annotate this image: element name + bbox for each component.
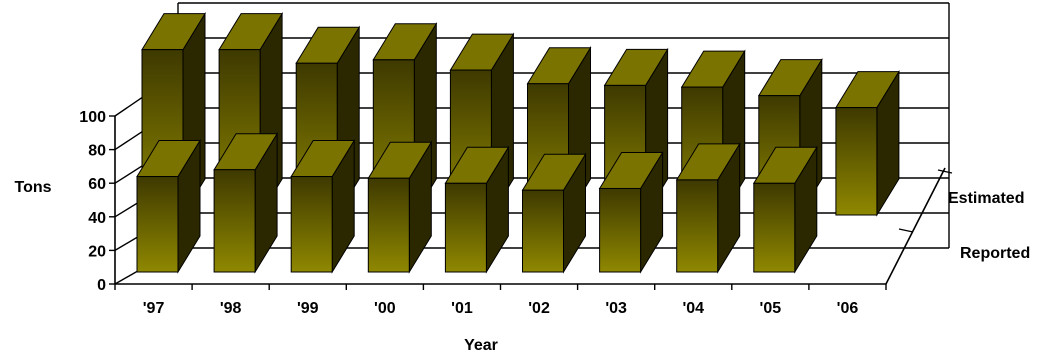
y-tick-label: 100 bbox=[79, 109, 106, 126]
bar-front bbox=[444, 182, 487, 273]
series-label: Estimated bbox=[948, 190, 1024, 207]
bar-front bbox=[835, 107, 878, 216]
bar bbox=[835, 69, 900, 217]
x-tick-label: '06 bbox=[837, 300, 859, 317]
series-label: Reported bbox=[960, 245, 1030, 262]
chart-labels: 0 20 40 60 80 100 '97 '98 '99 '00 '01 '02 '03 '04 '05 '… bbox=[79, 109, 1030, 317]
bar bbox=[752, 145, 818, 274]
bar bbox=[213, 131, 278, 274]
x-axis-title: Year bbox=[464, 337, 498, 354]
bar bbox=[290, 138, 356, 274]
y-axis-title: Tons bbox=[14, 179, 51, 196]
x-tick-label: '01 bbox=[451, 300, 473, 317]
x-tick-label: '05 bbox=[760, 300, 782, 317]
chart-bars bbox=[136, 11, 900, 274]
bar bbox=[444, 145, 510, 274]
bar bbox=[136, 138, 201, 274]
y-tick-label: 0 bbox=[97, 277, 106, 294]
x-tick-label: '98 bbox=[220, 300, 242, 317]
x-tick-label: '00 bbox=[374, 300, 396, 317]
bar bbox=[367, 140, 433, 274]
y-tick-label: 40 bbox=[88, 210, 106, 227]
depth-tick-mark bbox=[898, 228, 914, 233]
y-tick-label: 20 bbox=[88, 243, 106, 260]
bar-front bbox=[136, 176, 179, 273]
x-tick-label: '02 bbox=[528, 300, 550, 317]
bar-front bbox=[213, 169, 256, 273]
y-tick-label: 60 bbox=[88, 176, 106, 193]
x-tick-label: '04 bbox=[682, 300, 704, 317]
bar-front bbox=[522, 189, 564, 273]
depth-axis-line bbox=[885, 167, 946, 285]
bar bbox=[521, 152, 587, 274]
bar-front bbox=[599, 187, 642, 273]
x-tick-label: '97 bbox=[143, 300, 165, 317]
y-tick-label: 80 bbox=[88, 143, 106, 160]
depth-tick-mark bbox=[937, 169, 953, 174]
bar-front bbox=[676, 179, 719, 273]
x-tick-label: '99 bbox=[297, 300, 319, 317]
bar bbox=[598, 150, 664, 274]
x-tick-label: '03 bbox=[605, 300, 627, 317]
bar-front bbox=[753, 182, 796, 273]
bar-front bbox=[367, 177, 410, 273]
bar-front bbox=[290, 176, 333, 273]
bar bbox=[675, 142, 741, 274]
